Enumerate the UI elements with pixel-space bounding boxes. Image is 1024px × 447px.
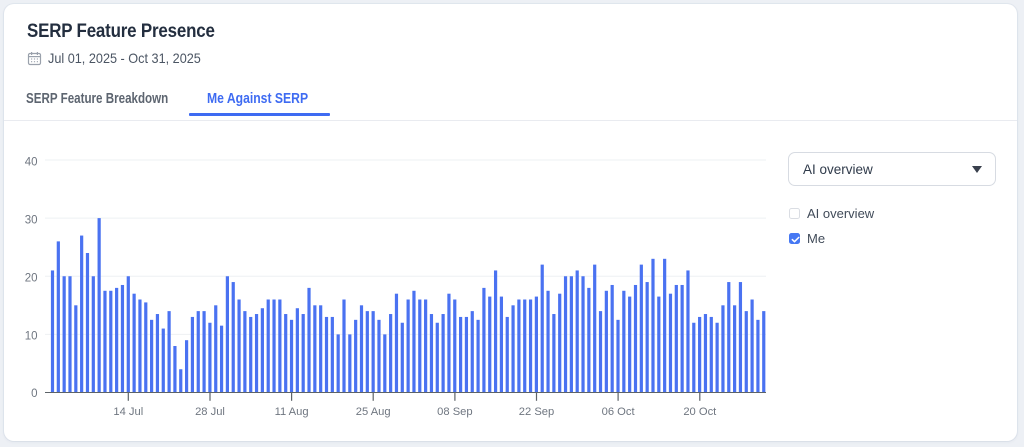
- svg-text:25 Aug: 25 Aug: [356, 406, 391, 418]
- svg-text:20: 20: [25, 273, 38, 285]
- svg-text:28 Jul: 28 Jul: [195, 406, 225, 418]
- svg-text:22 Sep: 22 Sep: [519, 406, 554, 418]
- svg-text:08 Sep: 08 Sep: [437, 406, 472, 418]
- svg-text:0: 0: [31, 388, 37, 400]
- svg-text:11 Aug: 11 Aug: [275, 406, 309, 418]
- svg-text:30: 30: [25, 214, 38, 226]
- svg-text:10: 10: [25, 331, 38, 343]
- svg-text:06 Oct: 06 Oct: [602, 406, 636, 418]
- svg-text:14 Jul: 14 Jul: [113, 406, 143, 418]
- svg-text:40: 40: [25, 156, 38, 168]
- svg-text:20 Oct: 20 Oct: [683, 406, 717, 418]
